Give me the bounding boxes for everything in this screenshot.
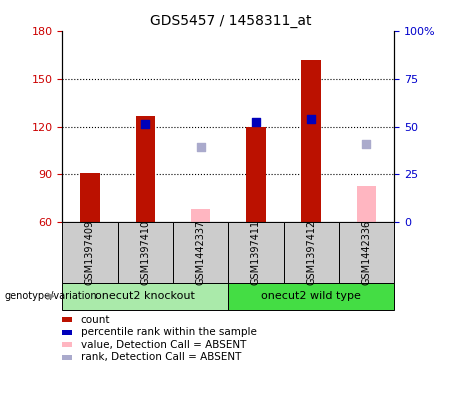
Text: GSM1397409: GSM1397409: [85, 220, 95, 285]
Text: value, Detection Call = ABSENT: value, Detection Call = ABSENT: [81, 340, 246, 350]
Text: GSM1397412: GSM1397412: [306, 220, 316, 285]
Text: GDS5457 / 1458311_at: GDS5457 / 1458311_at: [150, 14, 311, 28]
Point: [252, 119, 260, 125]
Bar: [357, 185, 376, 222]
Point: [142, 120, 149, 127]
Point: [197, 144, 204, 151]
Point: [363, 141, 370, 147]
Text: genotype/variation: genotype/variation: [5, 291, 97, 301]
Text: onecut2 wild type: onecut2 wild type: [261, 291, 361, 301]
Text: onecut2 knockout: onecut2 knockout: [95, 291, 195, 301]
Bar: [301, 60, 321, 222]
Bar: [80, 173, 100, 222]
Bar: [136, 116, 155, 222]
Text: count: count: [81, 314, 110, 325]
Text: GSM1442336: GSM1442336: [361, 220, 372, 285]
Text: percentile rank within the sample: percentile rank within the sample: [81, 327, 257, 337]
Bar: [191, 209, 210, 222]
Text: GSM1442337: GSM1442337: [195, 220, 206, 285]
Bar: [246, 127, 266, 222]
Text: GSM1397411: GSM1397411: [251, 220, 261, 285]
Text: GSM1397410: GSM1397410: [140, 220, 150, 285]
Point: [307, 116, 315, 122]
Text: rank, Detection Call = ABSENT: rank, Detection Call = ABSENT: [81, 352, 241, 362]
